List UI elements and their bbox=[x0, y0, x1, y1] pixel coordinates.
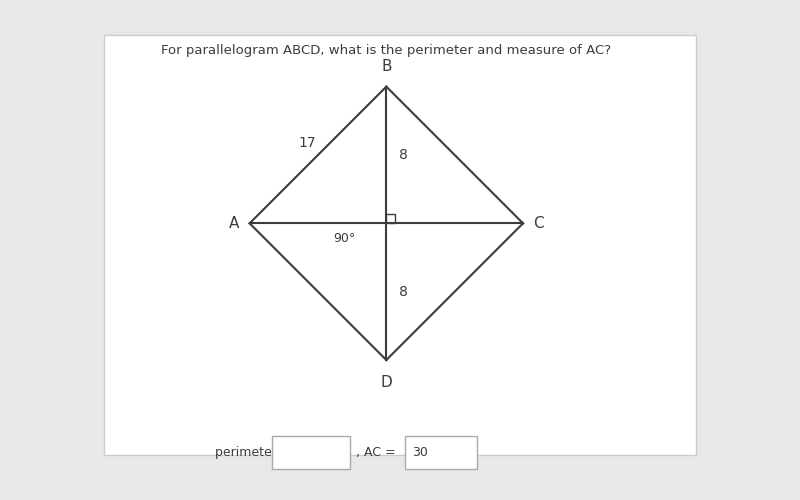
Text: 17: 17 bbox=[299, 136, 317, 149]
Text: B: B bbox=[381, 60, 391, 74]
Text: C: C bbox=[534, 216, 544, 231]
Text: D: D bbox=[381, 375, 392, 390]
FancyBboxPatch shape bbox=[104, 35, 696, 455]
Text: 30: 30 bbox=[412, 446, 428, 459]
FancyBboxPatch shape bbox=[406, 436, 477, 468]
Text: 90°: 90° bbox=[334, 232, 355, 244]
Bar bbox=[386, 214, 395, 224]
Text: , AC =: , AC = bbox=[355, 446, 395, 459]
FancyBboxPatch shape bbox=[272, 436, 350, 468]
Text: For parallelogram ABCD, what is the perimeter and measure of AC?: For parallelogram ABCD, what is the peri… bbox=[162, 44, 611, 57]
Text: 8: 8 bbox=[398, 284, 407, 298]
Text: A: A bbox=[229, 216, 239, 231]
Text: perimeter =: perimeter = bbox=[215, 446, 292, 459]
Text: 8: 8 bbox=[398, 148, 407, 162]
